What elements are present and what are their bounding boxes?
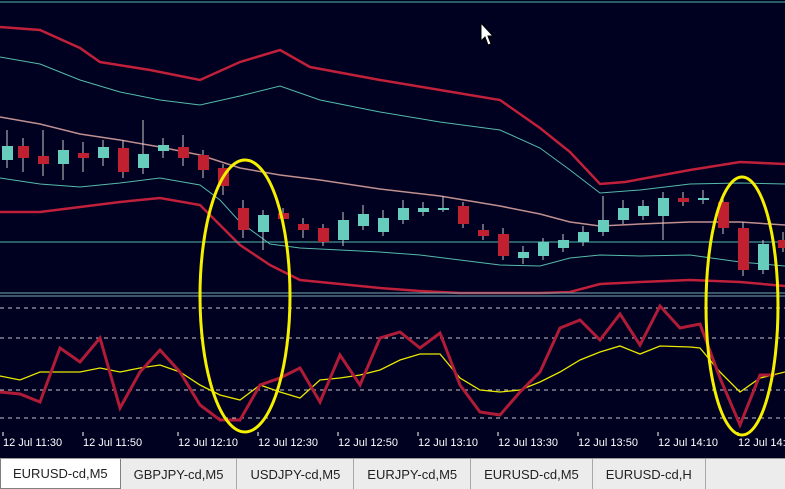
candle-body	[398, 208, 409, 220]
candle-body	[2, 146, 13, 160]
candle-body	[638, 206, 649, 216]
mouse-pointer-icon	[480, 22, 494, 46]
candle-body	[38, 156, 49, 164]
upper-inner-band	[0, 56, 785, 194]
time-label: 12 Jul 13:50	[578, 437, 638, 449]
lower-inner-band	[0, 177, 785, 267]
tab-eurusd-m5[interactable]: EURUSD-cd,M5	[0, 459, 121, 489]
candle-body	[558, 240, 569, 248]
time-label: 12 Jul 11:50	[83, 437, 142, 449]
candle-body	[318, 228, 329, 242]
candle-body	[698, 198, 709, 200]
candle-body	[718, 202, 729, 228]
tab-eurjpy-m5[interactable]: EURJPY-cd,M5	[354, 459, 472, 489]
time-label: 12 Jul 13:30	[498, 437, 558, 449]
candle-body	[518, 252, 529, 258]
candle-body	[298, 224, 309, 230]
time-label: 12 Jul 11:30	[3, 437, 62, 449]
candle-body	[618, 208, 629, 220]
tab-eurusd-h[interactable]: EURUSD-cd,H	[593, 459, 706, 489]
tab-gbpjpy-m5[interactable]: GBPJPY-cd,M5	[121, 459, 238, 489]
lower-outer-band	[0, 196, 785, 295]
candle-body	[378, 218, 389, 232]
candle-body	[418, 208, 429, 212]
candle-body	[238, 208, 249, 230]
candle-body	[178, 147, 189, 158]
candle-body	[18, 146, 29, 158]
time-label: 12 Jul 12:10	[178, 437, 238, 449]
candle-body	[778, 240, 785, 248]
candle-body	[78, 153, 89, 158]
chart-tab-bar: EURUSD-cd,M5 GBPJPY-cd,M5 USDJPY-cd,M5 E…	[0, 458, 785, 489]
candle-body	[118, 148, 129, 172]
candle-body	[678, 198, 689, 202]
time-label: 12 Jul 14:	[738, 437, 785, 449]
middle-band	[0, 116, 785, 227]
indicator-window	[0, 303, 785, 429]
candle-body	[658, 198, 669, 216]
chart-background	[0, 0, 785, 458]
candle-body	[258, 215, 269, 232]
candle-body	[158, 145, 169, 151]
highlight-ellipse-2	[704, 175, 780, 437]
time-label: 12 Jul 14:10	[658, 437, 718, 449]
tab-eurusd-m5-2[interactable]: EURUSD-cd,M5	[471, 459, 593, 489]
candle-body	[58, 150, 69, 164]
tab-usdjpy-m5[interactable]: USDJPY-cd,M5	[237, 459, 355, 489]
candle-body	[758, 244, 769, 270]
time-label: 12 Jul 12:30	[258, 437, 318, 449]
candle-body	[458, 206, 469, 224]
candle-body	[578, 232, 589, 242]
candle-body	[538, 242, 549, 256]
price-chart[interactable]: 12 Jul 11:30 12 Jul 11:50 12 Jul 12:10 1…	[0, 0, 785, 458]
time-axis: 12 Jul 11:30 12 Jul 11:50 12 Jul 12:10 1…	[2, 432, 785, 449]
time-label: 12 Jul 12:50	[338, 437, 398, 449]
candle-body	[278, 213, 289, 219]
candle-body	[738, 228, 749, 270]
candle-body	[438, 208, 449, 210]
candle-body	[498, 234, 509, 256]
candle-body	[358, 214, 369, 226]
candle-body	[598, 220, 609, 232]
highlight-ellipse-1	[198, 158, 292, 434]
candle-body	[198, 155, 209, 170]
signal-line	[0, 345, 785, 401]
oscillator-line	[0, 303, 775, 429]
candle-body	[138, 154, 149, 168]
candle-body	[98, 147, 109, 158]
upper-outer-band	[0, 25, 785, 186]
candle-body	[478, 230, 489, 236]
candle-body	[338, 220, 349, 240]
time-label: 12 Jul 13:10	[418, 437, 478, 449]
